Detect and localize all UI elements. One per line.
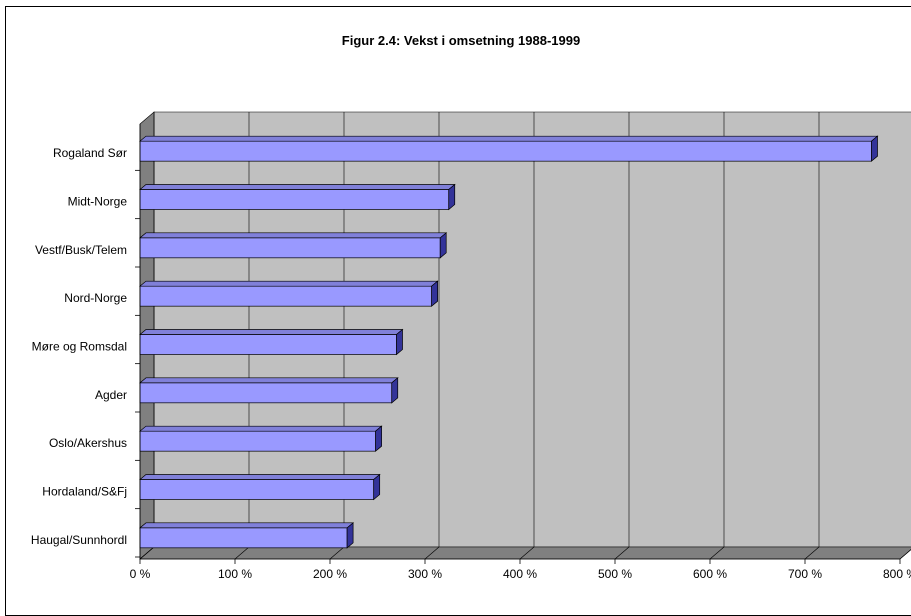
bar — [139, 382, 393, 404]
x-tick-label: 700 % — [788, 567, 822, 581]
x-tick-label: 600 % — [693, 567, 727, 581]
bar-top-face — [139, 135, 879, 142]
bar-top-face — [139, 474, 381, 480]
floor-gridline — [329, 546, 345, 560]
bar-top-face — [139, 522, 355, 529]
x-tick-label: 500 % — [598, 567, 632, 581]
bar-side-face — [431, 280, 438, 307]
floor-gridline — [424, 546, 440, 560]
bar — [139, 285, 432, 307]
floor-gridline — [139, 546, 155, 560]
bar-side-face — [391, 377, 399, 404]
category-label: Møre og Romsdal — [32, 340, 127, 354]
x-tick-label: 0 % — [130, 567, 151, 581]
category-label: Midt-Norge — [68, 195, 128, 209]
category-label: Oslo/Akershus — [49, 436, 127, 450]
bar-top-face — [139, 329, 404, 335]
bar-top-face — [139, 280, 439, 287]
chart-title: Figur 2.4: Vekst i omsetning 1988-1999 — [342, 33, 580, 48]
bar-side-face — [396, 328, 403, 356]
x-tick-label: 400 % — [503, 567, 537, 581]
floor-gridline — [614, 546, 630, 560]
category-label: Vestf/Busk/Telem — [35, 243, 127, 257]
floor — [139, 546, 911, 560]
category-label: Haugal/Sunnhordl — [31, 533, 127, 547]
bar — [139, 189, 450, 210]
chart-frame: Figur 2.4: Vekst i omsetning 1988-1999 0 … — [5, 6, 911, 616]
floor-gridline — [519, 546, 535, 560]
floor-gridline — [804, 546, 820, 560]
bar-side-face — [375, 425, 382, 452]
bar-top-face — [139, 425, 383, 432]
x-tick-label: 200 % — [313, 567, 347, 581]
floor-gridline — [709, 546, 725, 560]
bar — [139, 479, 375, 500]
bar — [139, 334, 397, 355]
bar-chart: Figur 2.4: Vekst i omsetning 1988-1999 0 … — [31, 33, 911, 581]
x-tick-label: 100 % — [218, 567, 252, 581]
bar-top-face — [139, 184, 456, 190]
bar-top-face — [139, 232, 448, 239]
bar — [139, 430, 376, 452]
x-tick-label: 300 % — [408, 567, 442, 581]
category-label: Rogaland Sør — [53, 146, 127, 160]
floor-gridline — [899, 549, 911, 560]
bar — [139, 140, 872, 162]
bar — [139, 237, 441, 259]
bar-side-face — [439, 232, 447, 259]
category-label: Hordaland/S&Fj — [42, 485, 127, 499]
bar-side-face — [373, 473, 381, 501]
category-label: Nord-Norge — [64, 291, 127, 305]
floor-gridline — [234, 546, 250, 560]
bar-side-face — [346, 522, 354, 549]
bar — [139, 527, 348, 549]
bar-side-face — [871, 135, 878, 162]
category-label: Agder — [95, 388, 127, 402]
bar-side-face — [448, 183, 456, 211]
bar-top-face — [139, 377, 399, 384]
x-tick-label: 800 % — [883, 567, 911, 581]
